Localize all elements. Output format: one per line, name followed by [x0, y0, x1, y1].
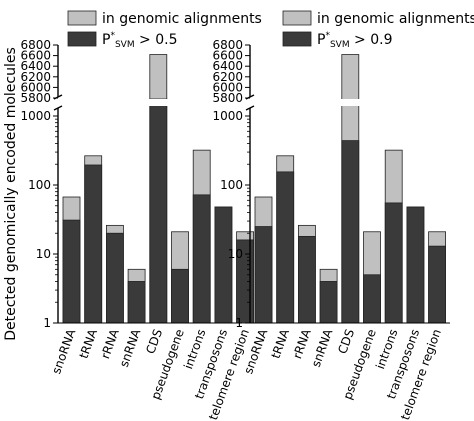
y-tick-label: 100 [28, 178, 51, 192]
bar-snoRNA-svm [254, 226, 273, 324]
legend: in genomic alignments P*SVM > 0.9 [282, 10, 474, 50]
bar-transposons-svm [406, 206, 425, 324]
y-tick-label: 1000 [20, 109, 51, 123]
y-tick-label: 10 [228, 247, 243, 261]
y-tick-label: 6000 [212, 80, 243, 94]
category-label: CDS [143, 327, 165, 356]
y-tick-label: 6000 [20, 80, 51, 94]
y-tick-label: 100 [220, 178, 243, 192]
legend-label: P*SVM > 0.9 [317, 31, 393, 50]
bar-break-gap [148, 99, 168, 106]
bar-break-gap [340, 99, 360, 106]
y-tick-label: 6800 [212, 38, 243, 52]
legend-label: in genomic alignments [317, 11, 474, 27]
bar-CDS-svm [149, 98, 168, 324]
y-tick-label: 10 [36, 247, 51, 261]
y-tick-label: 1000 [212, 109, 243, 123]
y-tick-label: 6200 [212, 70, 243, 84]
legend-swatch [67, 31, 97, 47]
bar-pseudogene-svm [363, 274, 381, 324]
bar-rRNA-svm [106, 232, 124, 324]
bar-pseudogene-svm [171, 268, 189, 324]
bar-CDS-svm [341, 140, 360, 324]
y-tick-label: 6400 [212, 59, 243, 73]
category-label: rRNA [290, 327, 314, 361]
legend-swatch [282, 10, 312, 26]
y-tick-label: 5800 [212, 91, 243, 105]
category-label: tRNA [269, 326, 293, 360]
axis-break-mark [245, 105, 255, 111]
legend-label: P*SVM > 0.5 [102, 31, 178, 50]
legend-swatch [67, 10, 97, 26]
y-tick-label: 6800 [20, 38, 51, 52]
category-label: CDS [335, 327, 357, 356]
category-label: tRNA [77, 326, 101, 360]
legend: in genomic alignments P*SVM > 0.5 [67, 10, 262, 50]
y-tick-label: 6400 [20, 59, 51, 73]
bar-telomere-region-svm [428, 245, 447, 324]
bar-snRNA-svm [319, 281, 338, 324]
y-tick-label: 6200 [20, 70, 51, 84]
legend-swatch [282, 31, 312, 47]
legend-label: in genomic alignments [102, 11, 262, 27]
category-label: snoRNA [49, 327, 78, 376]
bar-transposons-svm [214, 206, 233, 324]
y-tick-label: 6600 [212, 49, 243, 63]
category-label: rRNA [98, 327, 122, 361]
y-axis-title: Detected genomically encoded molecules [3, 47, 19, 341]
bar-introns-svm [384, 202, 403, 324]
y-tick-label: 6600 [20, 49, 51, 63]
y-tick-label: 5800 [20, 91, 51, 105]
bar-tRNA-svm [276, 171, 295, 324]
bar-tRNA-svm [84, 164, 103, 324]
bar-snRNA-svm [127, 281, 146, 324]
bar-introns-svm [192, 194, 211, 324]
y-tick-label: 1 [43, 316, 51, 330]
bar-snoRNA-svm [62, 219, 81, 324]
axis-break-mark [53, 105, 63, 111]
y-tick-label: 1 [235, 316, 243, 330]
bar-rRNA-svm [297, 235, 316, 324]
